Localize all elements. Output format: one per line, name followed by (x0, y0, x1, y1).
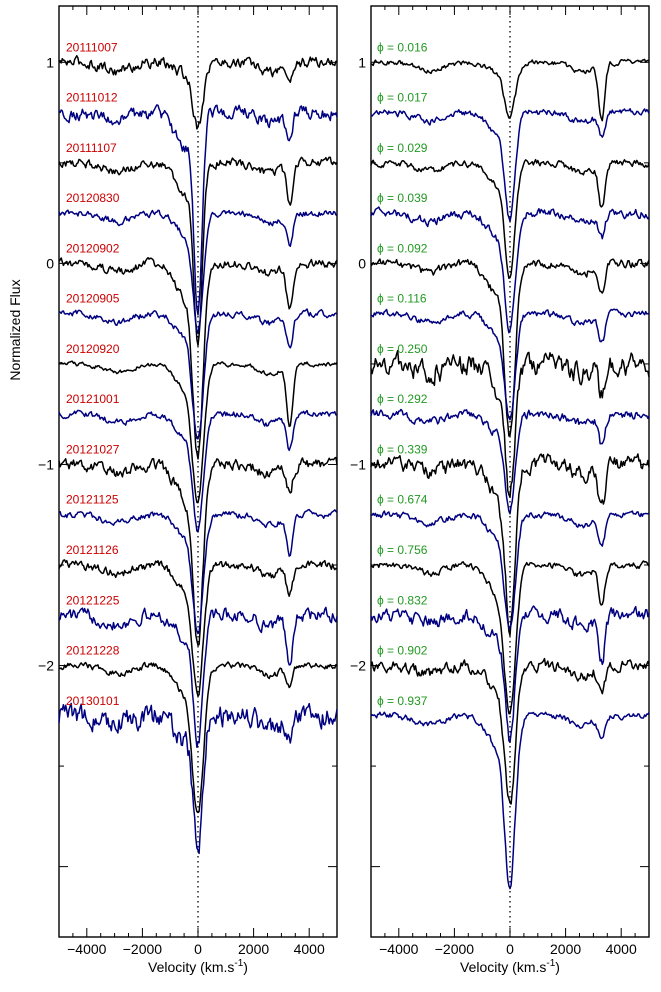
spectrum-line (370, 453, 650, 637)
spectrum-label: 20120902 (66, 241, 120, 255)
spectrum-label: ϕ = 0.092 (377, 241, 428, 255)
y-tick-label: 0 (358, 255, 366, 271)
spectrum-line (58, 360, 338, 504)
spectrum-label: ϕ = 0.339 (377, 442, 428, 456)
spectrum-label: ϕ = 0.116 (377, 292, 427, 306)
spectrum-label: 20121001 (66, 392, 120, 406)
spectrum-line (370, 58, 650, 122)
spectrum-line (370, 308, 650, 421)
spectrum-line (370, 657, 650, 805)
spectrum-line (58, 104, 338, 316)
y-tick-label: −2 (38, 658, 54, 674)
spectrum-label: ϕ = 0.902 (377, 644, 428, 658)
x-axis-label: Velocity (km.s-1) (460, 958, 560, 975)
spectrum-line (370, 158, 650, 280)
x-tick-label: −4000 (379, 941, 419, 957)
spectrum-label: 20120830 (66, 191, 120, 205)
spectrum-line (370, 510, 650, 630)
spectrum-label: ϕ = 0.017 (377, 91, 428, 105)
spectrum-label: ϕ = 0.292 (377, 392, 428, 406)
spectrum-label: ϕ = 0.029 (377, 141, 428, 155)
spectrum-line (58, 702, 338, 855)
x-tick-label: 0 (194, 941, 202, 957)
spectrum-label: 20121126 (66, 543, 119, 557)
y-tick-label: −2 (350, 658, 366, 674)
spectrum-line (58, 308, 338, 440)
spectrum-label: 20121027 (66, 442, 120, 456)
spectrum-line (58, 256, 338, 460)
spectrum-label: 20121228 (66, 644, 120, 658)
y-axis-label: Normalized Flux (7, 279, 23, 380)
y-tick-label: 1 (358, 54, 366, 70)
x-tick-label: 4000 (606, 941, 637, 957)
x-tick-label: 4000 (294, 941, 325, 957)
spectrum-label: ϕ = 0.832 (377, 593, 428, 607)
x-axis-label: Velocity (km.s-1) (148, 958, 248, 975)
x-tick-label: −4000 (67, 941, 107, 957)
spectrum-line (58, 456, 338, 647)
x-tick-label: 0 (506, 941, 514, 957)
spectrum-label: 20120920 (66, 342, 120, 356)
panel-left-dates: −4000 −2000 0 2000 4000 1 0 −1 −2 Velocity (km.s-… (38, 5, 338, 975)
spectrum-label: 20130101 (66, 694, 120, 708)
spectrum-line (58, 508, 338, 635)
y-tick-label: 1 (46, 54, 54, 70)
panel-right-phases: −4000 −2000 0 2000 4000 1 0 −1 −2 Velocity (km.s-… (350, 5, 650, 975)
x-tick-label: −2000 (123, 941, 163, 957)
spectrum-line (370, 206, 650, 334)
y-tick-label: −1 (350, 456, 366, 472)
spectrum-line (370, 711, 650, 890)
spectrum-label: 20111012 (66, 91, 118, 105)
spectrum-label: ϕ = 0.756 (377, 543, 428, 557)
spectrum-line (370, 560, 650, 715)
x-tick-label: −2000 (435, 941, 475, 957)
spectrum-label: 20121225 (66, 593, 120, 607)
y-tick-label: −1 (38, 456, 54, 472)
spectrum-label: 20111007 (66, 40, 118, 54)
x-tick-label: 2000 (238, 941, 269, 957)
x-tick-label: 2000 (550, 941, 581, 957)
spectrum-label: ϕ = 0.039 (377, 191, 428, 205)
spectrum-label: ϕ = 0.674 (377, 493, 428, 507)
spectrum-label: ϕ = 0.250 (377, 342, 428, 356)
y-tick-label: 0 (46, 255, 54, 271)
spectrum-label: 20121125 (66, 493, 119, 507)
spectrum-line (370, 408, 650, 515)
spectrum-label: ϕ = 0.937 (377, 694, 428, 708)
spectrum-label: ϕ = 0.016 (377, 40, 428, 54)
spectrum-line (58, 156, 338, 347)
spectrum-label: 20120905 (66, 292, 120, 306)
spectrum-label: 20111107 (66, 141, 117, 155)
spectrum-line (58, 209, 338, 335)
spectrum-line (370, 258, 650, 437)
